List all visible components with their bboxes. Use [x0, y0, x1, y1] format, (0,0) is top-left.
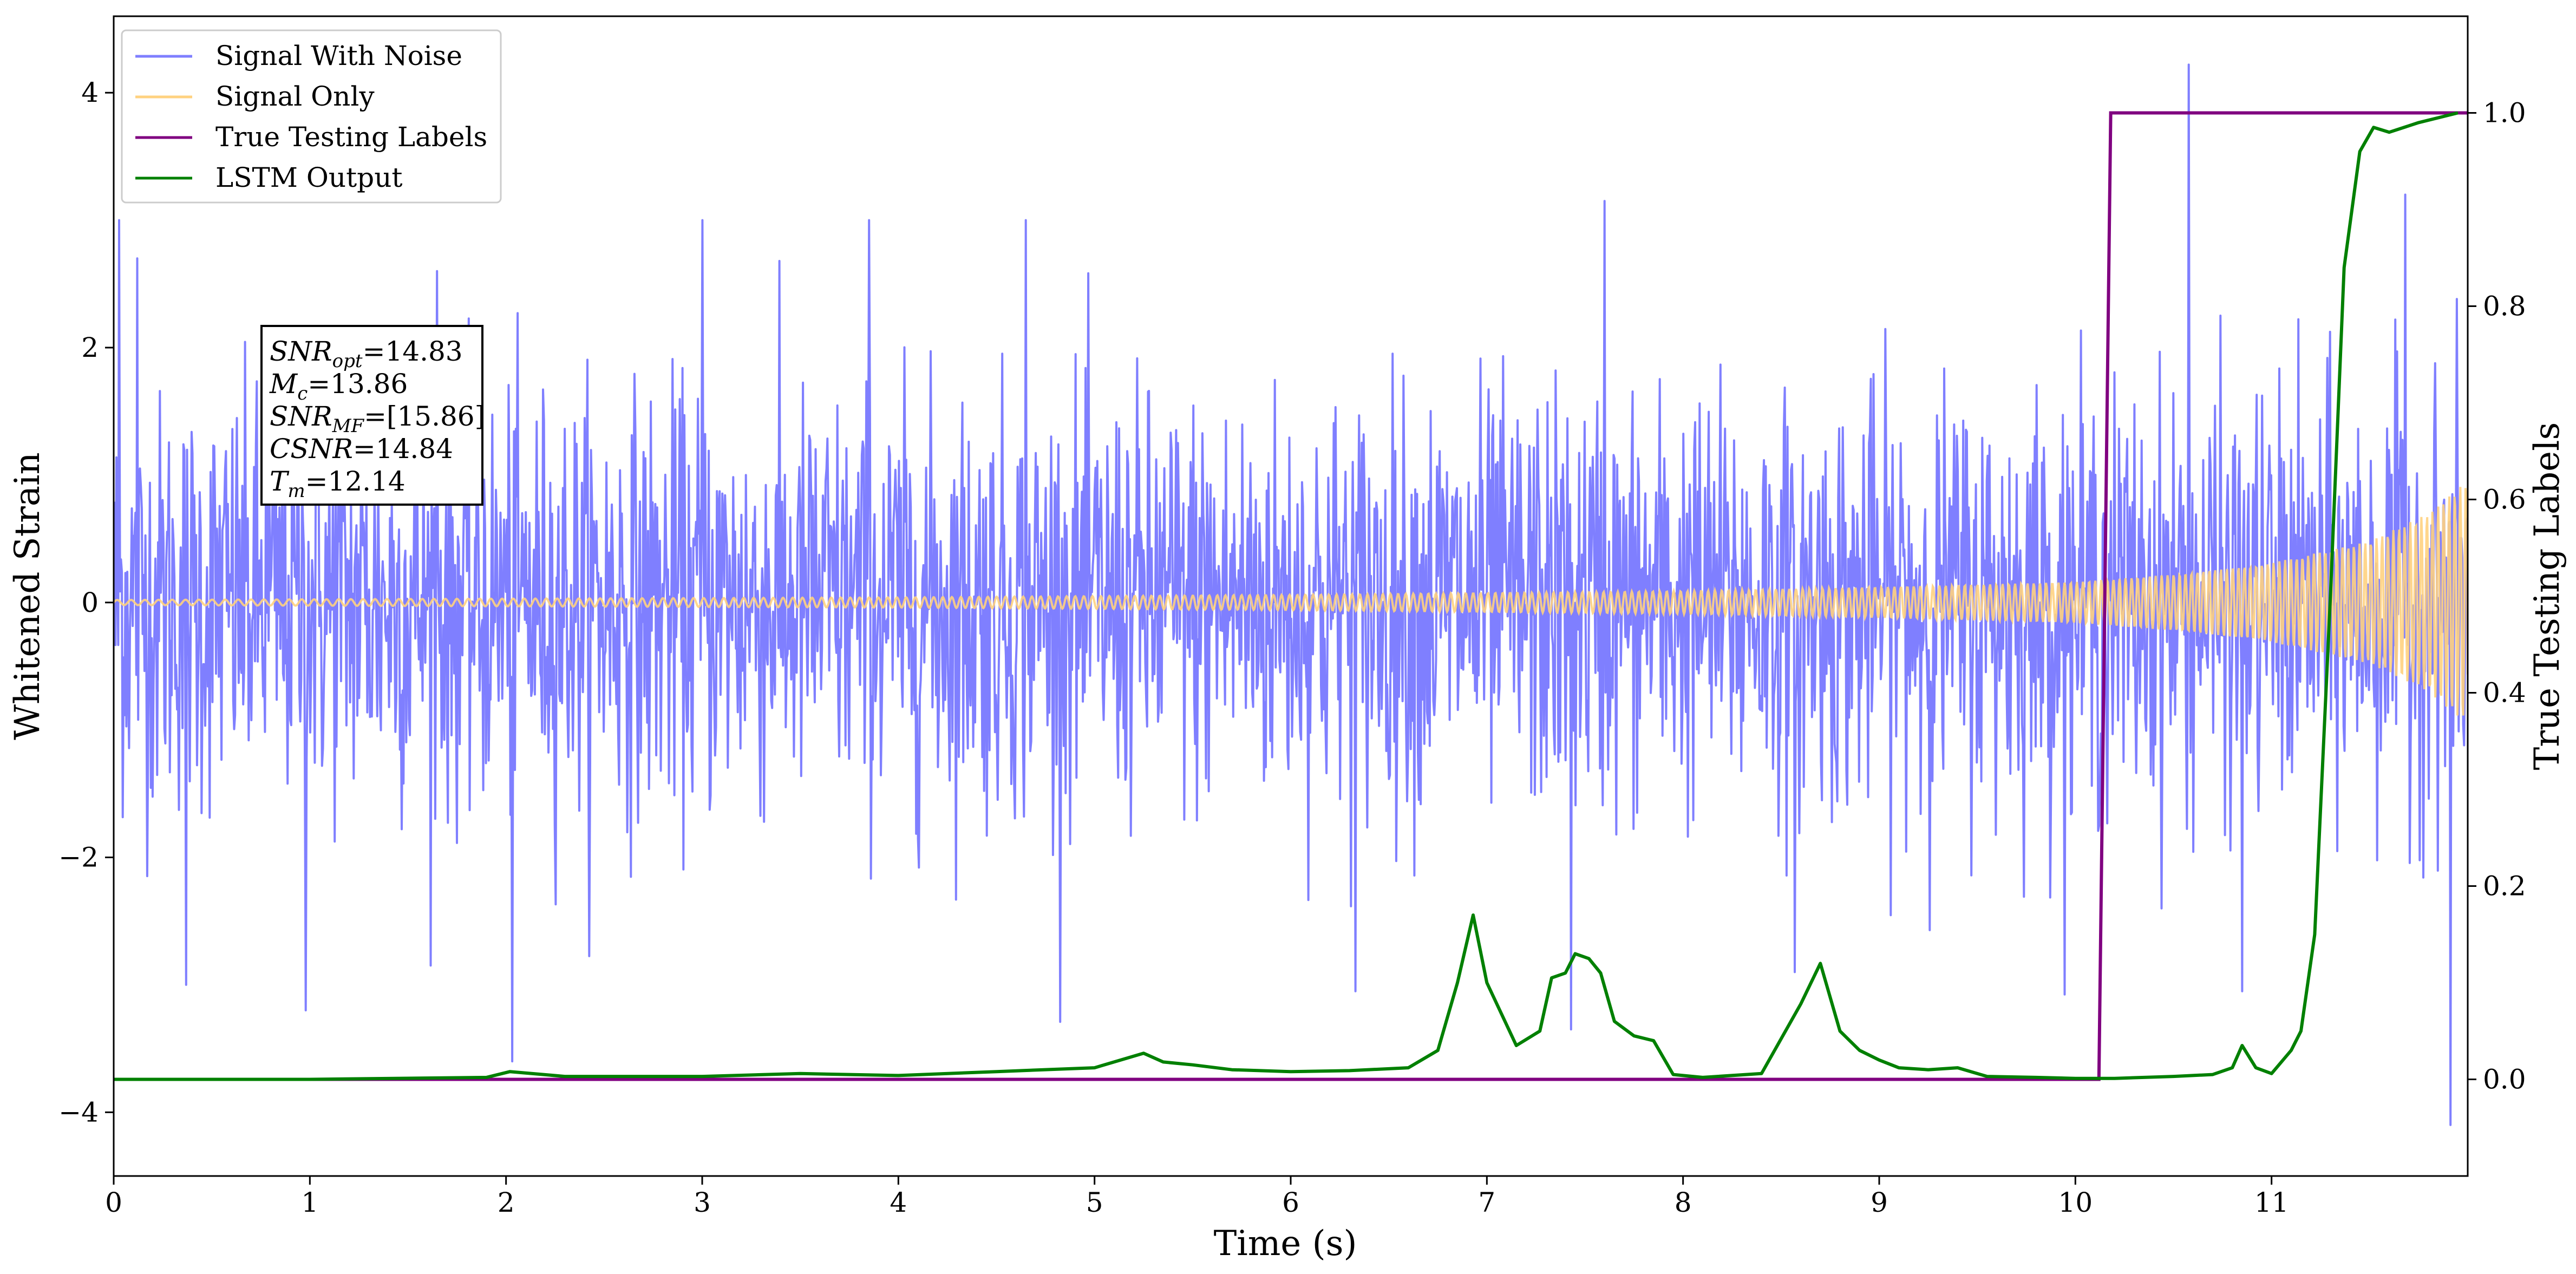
annotation-var: M [269, 368, 298, 400]
x-tick-label: 9 [1871, 1187, 1888, 1218]
x-tick-label: 0 [105, 1187, 122, 1218]
legend-box [121, 29, 502, 204]
legend-label-true-testing-labels: True Testing Labels [215, 121, 487, 153]
y-tick-label-right: 0.6 [2483, 484, 2526, 515]
annotation-mc: Mc=13.86 [269, 368, 408, 404]
x-tick-label: 5 [1086, 1187, 1103, 1218]
legend: Signal With Noise Signal Only True Testi… [121, 29, 502, 204]
annotation-sub: m [287, 480, 305, 502]
annotation-value: =14.84 [353, 433, 453, 465]
y-axis-title-right: True Testing Labels [2527, 422, 2567, 770]
legend-label-signal-only: Signal Only [215, 81, 375, 112]
series-layer [114, 63, 2468, 1126]
series-signal-with-noise [114, 63, 2468, 1126]
x-tick-label: 4 [890, 1187, 907, 1218]
x-axis-title: Time (s) [1214, 1224, 1357, 1264]
x-tick-label: 8 [1675, 1187, 1692, 1218]
annotation-var: SNR [270, 336, 332, 367]
series-true-testing-labels [114, 111, 2468, 1081]
x-tick-label: 6 [1282, 1187, 1299, 1218]
series-lstm-output [114, 111, 2459, 1081]
x-tick-label: 3 [694, 1187, 711, 1218]
annotation-sub: opt [332, 350, 363, 372]
y-tick-label-left: −4 [58, 1096, 99, 1128]
y-tick-label-right: 0.0 [2483, 1064, 2526, 1095]
annotation-value: =13.86 [308, 368, 408, 400]
annotation-snr-opt: SNRopt=14.83 [270, 336, 463, 372]
annotation-sub: MF [332, 415, 365, 437]
annotation-box: SNRopt=14.83 Mc=13.86 SNRMF=[15.86] CSNR… [260, 325, 485, 506]
x-tick-label: 2 [498, 1187, 515, 1218]
annotation-value: =[15.86] [364, 401, 485, 432]
y-tick-label-right: 0.2 [2483, 871, 2526, 902]
y-tick-label-left: 4 [81, 77, 99, 108]
y-axis-title-left: Whitened Strain [8, 452, 48, 740]
legend-label-lstm-output: LSTM Output [215, 162, 402, 193]
y-tick-label-right: 1.0 [2483, 97, 2526, 129]
x-tick-label: 10 [2058, 1187, 2093, 1218]
x-tick-label: 7 [1478, 1187, 1495, 1218]
annotation-value: =14.83 [363, 336, 463, 367]
x-tick-label: 1 [301, 1187, 318, 1218]
annotation-tm: Tm=12.14 [270, 466, 406, 502]
annotation-csnr: CSNR=14.84 [270, 433, 453, 465]
legend-label-signal-with-noise: Signal With Noise [215, 40, 462, 71]
annotation-snr-mf: SNRMF=[15.86] [270, 401, 485, 437]
axis-ticks: 0 1 2 3 4 5 6 7 8 9 10 11 −4 −2 0 2 4 0.0 0.2 0.4 0.6 0.8 1.0 [58, 77, 2526, 1218]
series-signal-only [114, 487, 2468, 716]
annotation-var: T [270, 466, 290, 497]
x-tick-label: 11 [2254, 1187, 2289, 1218]
annotation-value: =12.14 [305, 466, 406, 497]
annotation-var: SNR [270, 401, 332, 432]
annotation-var: CSNR [270, 433, 353, 465]
annotation-frame [260, 325, 483, 506]
annotation-sub: c [297, 383, 308, 404]
y-tick-label-left: −2 [58, 842, 99, 873]
y-tick-label-right: 0.4 [2483, 677, 2526, 709]
y-tick-label-right: 0.8 [2483, 291, 2526, 322]
y-tick-label-left: 0 [81, 587, 99, 618]
y-tick-label-left: 2 [81, 332, 99, 363]
